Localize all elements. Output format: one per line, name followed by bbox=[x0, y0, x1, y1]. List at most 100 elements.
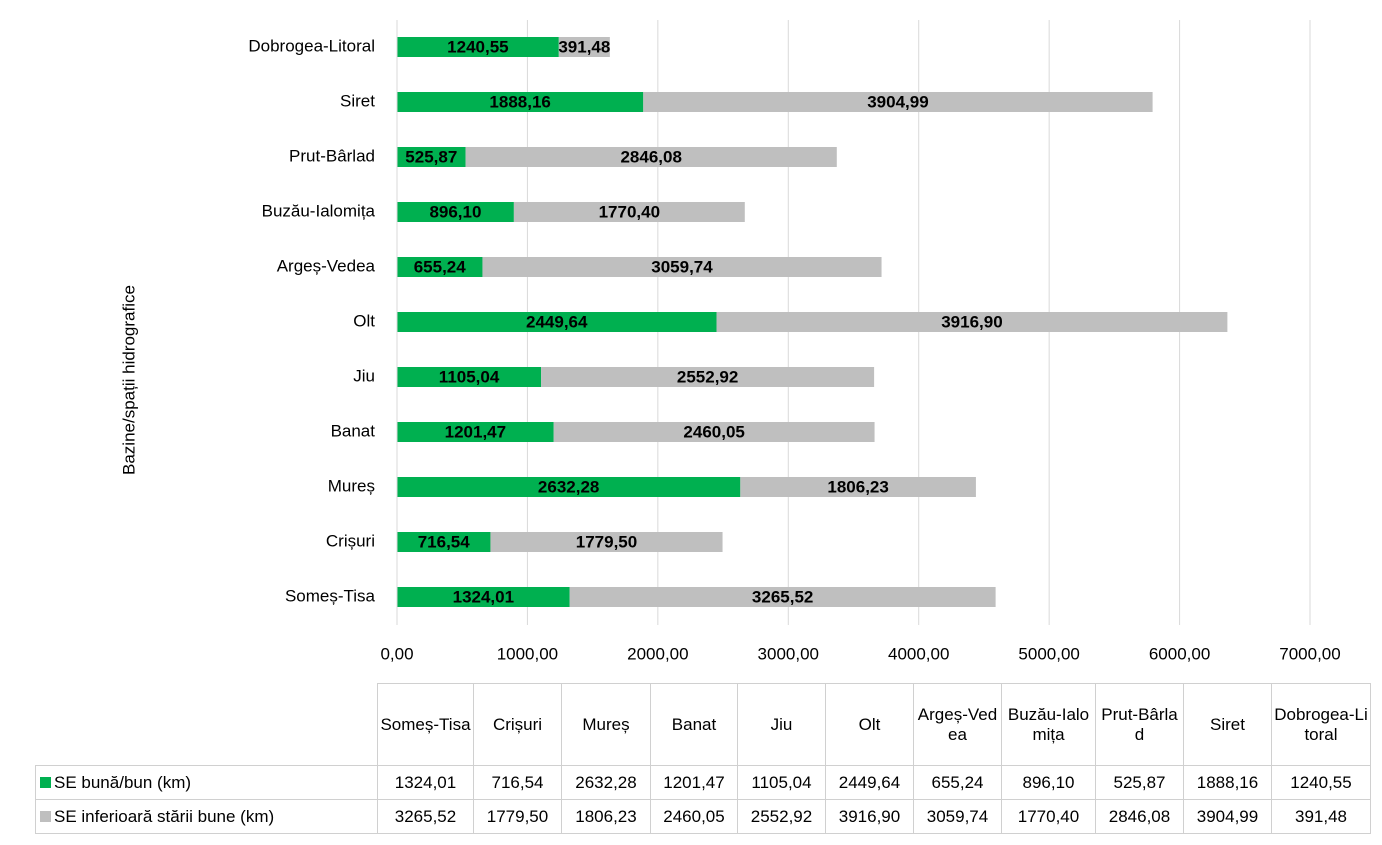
table-cell: 1105,04 bbox=[737, 765, 826, 800]
bar-segment bbox=[397, 257, 483, 277]
data-label: 1201,47 bbox=[445, 422, 506, 441]
table-cell: 2449,64 bbox=[825, 765, 914, 800]
y-tick-label: Crișuri bbox=[326, 531, 375, 550]
table-cell: 1770,40 bbox=[1001, 799, 1096, 834]
table-cell: 1888,16 bbox=[1183, 765, 1272, 800]
chart: Bazine/spații hidrografice 0,00 1000,00 20… bbox=[119, 20, 1341, 663]
data-label: 1888,16 bbox=[489, 92, 550, 111]
bar-segment bbox=[482, 257, 882, 277]
x-tick-label: 3000,00 bbox=[758, 644, 819, 663]
table-cell: 2460,05 bbox=[650, 799, 738, 834]
table-header-cell: Prut-Bârlad bbox=[1095, 683, 1184, 766]
table-cell: 391,48 bbox=[1271, 799, 1371, 834]
data-label: 3904,99 bbox=[867, 92, 928, 111]
table-row: SE inferioară stării bune (km) 3265,52 177… bbox=[35, 799, 1371, 834]
table-header-cell: Olt bbox=[825, 683, 914, 766]
bar-segment bbox=[558, 37, 610, 57]
bar-segment bbox=[553, 422, 875, 442]
data-label: 391,48 bbox=[558, 37, 610, 56]
data-label: 3265,52 bbox=[752, 587, 813, 606]
data-label: 896,10 bbox=[429, 202, 481, 221]
table-row: SE bună/bun (km) 1324,01 716,54 2632,28 1201… bbox=[35, 765, 1371, 800]
table-cell: 3904,99 bbox=[1183, 799, 1272, 834]
bar-segment bbox=[643, 92, 1153, 112]
bar-segment bbox=[397, 587, 570, 607]
table-cell: 2552,92 bbox=[737, 799, 826, 834]
table-cell: 655,24 bbox=[913, 765, 1002, 800]
bar-segment bbox=[397, 367, 542, 387]
table-header-cell: Crișuri bbox=[473, 683, 562, 766]
legend-label: SE bună/bun (km) bbox=[54, 772, 192, 792]
bar-segment bbox=[490, 532, 723, 552]
bar-segment bbox=[397, 147, 466, 167]
legend-entry: SE inferioară stării bune (km) bbox=[35, 799, 378, 834]
data-label: 655,24 bbox=[414, 257, 467, 276]
y-tick-label: Buzău-Ialomița bbox=[262, 201, 376, 220]
data-label: 1324,01 bbox=[453, 587, 514, 606]
bar-segment bbox=[716, 312, 1228, 332]
table-cell: 525,87 bbox=[1095, 765, 1184, 800]
data-label: 1806,23 bbox=[827, 477, 888, 496]
table-header-row: Someș-Tisa Crișuri Mureș Banat Jiu Olt Argeș-V… bbox=[35, 683, 1371, 766]
y-tick-label: Olt bbox=[353, 311, 375, 330]
x-tick-label: 5000,00 bbox=[1018, 644, 1079, 663]
data-label: 2460,05 bbox=[683, 422, 744, 441]
data-label: 525,87 bbox=[405, 147, 457, 166]
x-tick-label: 2000,00 bbox=[627, 644, 688, 663]
x-tick-label: 7000,00 bbox=[1279, 644, 1340, 663]
legend-swatch bbox=[40, 810, 51, 822]
x-tick-label: 4000,00 bbox=[888, 644, 949, 663]
bar-segment bbox=[397, 312, 717, 332]
x-tick-label: 1000,00 bbox=[497, 644, 558, 663]
bar-segment bbox=[465, 147, 837, 167]
data-label: 1240,55 bbox=[447, 37, 508, 56]
table-cell: 1779,50 bbox=[473, 799, 562, 834]
bar-segment bbox=[541, 367, 875, 387]
x-tick-label: 0,00 bbox=[380, 644, 413, 663]
y-axis-label: Bazine/spații hidrografice bbox=[119, 285, 138, 475]
table-cell: 1324,01 bbox=[377, 765, 474, 800]
table-cell: 1806,23 bbox=[561, 799, 651, 834]
data-label: 3916,90 bbox=[941, 312, 1002, 331]
bar-segment bbox=[569, 587, 996, 607]
data-table: Someș-Tisa Crișuri Mureș Banat Jiu Olt Argeș-V… bbox=[35, 683, 1371, 834]
legend-entry: SE bună/bun (km) bbox=[35, 765, 378, 800]
table-cell: 3059,74 bbox=[913, 799, 1002, 834]
y-tick-label: Prut-Bârlad bbox=[289, 146, 375, 165]
legend-swatch bbox=[40, 776, 51, 788]
data-label: 2552,92 bbox=[677, 367, 738, 386]
table-header-cell: Someș-Tisa bbox=[377, 683, 474, 766]
table-header-cell: Mureș bbox=[561, 683, 651, 766]
y-tick-label: Someș-Tisa bbox=[285, 586, 376, 605]
table-corner bbox=[35, 683, 378, 766]
bar-segment bbox=[397, 532, 491, 552]
table-cell: 2632,28 bbox=[561, 765, 651, 800]
table-header-cell: Siret bbox=[1183, 683, 1272, 766]
data-label: 2449,64 bbox=[526, 312, 588, 331]
y-tick-label: Jiu bbox=[353, 366, 375, 385]
y-tick-label: Dobrogea-Litoral bbox=[248, 36, 375, 55]
data-label: 2846,08 bbox=[620, 147, 681, 166]
bar-segment bbox=[397, 477, 741, 497]
bar-segment bbox=[397, 422, 554, 442]
table-cell: 1240,55 bbox=[1271, 765, 1371, 800]
table-header-cell: Banat bbox=[650, 683, 738, 766]
table-cell: 3916,90 bbox=[825, 799, 914, 834]
data-label: 2632,28 bbox=[538, 477, 599, 496]
bar-segment bbox=[513, 202, 745, 222]
bar-segment bbox=[397, 92, 644, 112]
table-header-cell: Buzău-Ialomița bbox=[1001, 683, 1096, 766]
table-cell: 716,54 bbox=[473, 765, 562, 800]
table-cell: 1201,47 bbox=[650, 765, 738, 800]
data-label: 1770,40 bbox=[599, 202, 660, 221]
y-tick-label: Mureș bbox=[328, 476, 375, 495]
x-tick-label: 6000,00 bbox=[1149, 644, 1210, 663]
bar-segment bbox=[740, 477, 976, 497]
data-label: 1779,50 bbox=[576, 532, 637, 551]
bar-segment bbox=[397, 37, 559, 57]
table-header-cell: Jiu bbox=[737, 683, 826, 766]
y-tick-label: Argeș-Vedea bbox=[277, 256, 376, 275]
table-header-cell: Argeș-Vedea bbox=[913, 683, 1002, 766]
y-tick-label: Siret bbox=[340, 91, 375, 110]
